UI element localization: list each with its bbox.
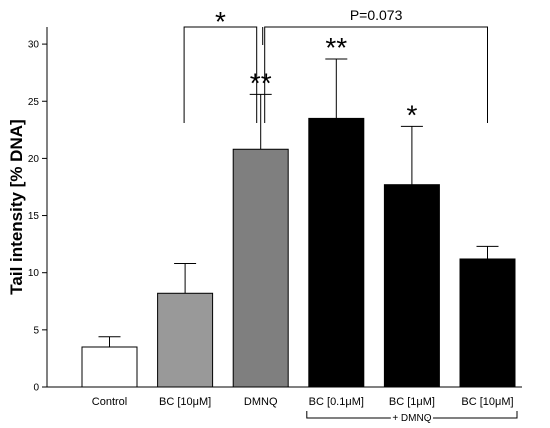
category-label: BC [1μM] (389, 396, 435, 408)
category-label: BC [0.1μM] (309, 396, 364, 408)
bars (81, 117, 516, 388)
bar (157, 292, 214, 388)
category-label: BC [10μM] (159, 396, 211, 408)
bar (459, 258, 516, 388)
y-tick-label: 20 (28, 154, 40, 165)
bar (232, 148, 289, 388)
significance-label: ** (325, 32, 347, 63)
y-tick-label: 10 (28, 268, 40, 279)
category-labels: Control BC [10μM] DMNQ BC [0.1μM] BC [1μM] BC… (92, 396, 514, 408)
comparison-label: P=0.073 (350, 7, 403, 23)
comparison-label: * (215, 6, 226, 37)
y-tick-label: 25 (28, 97, 40, 108)
y-tick-label: 30 (28, 40, 40, 51)
bar (308, 117, 365, 388)
y-axis-title: Tail intensity [% DNA] (7, 119, 26, 294)
comparison-bracket (264, 26, 488, 123)
category-label: DMNQ (244, 396, 278, 408)
significance-label: ** (250, 67, 272, 98)
bar (81, 346, 138, 388)
group-label: + DMNQ (392, 413, 431, 424)
comparison-brackets: * P=0.073 (183, 6, 488, 123)
error-bars (98, 58, 499, 347)
category-label: Control (92, 396, 127, 408)
category-label: BC [10μM] (461, 396, 513, 408)
significance-label: * (406, 99, 417, 130)
significance-annotations: ***** (250, 32, 418, 130)
y-tick-label: 15 (28, 211, 40, 222)
y-ticks: 0 5 10 15 20 25 30 (28, 40, 47, 394)
y-tick-label: 0 (33, 383, 39, 394)
comparison-bracket (183, 26, 258, 123)
y-tick-label: 5 (33, 325, 39, 336)
bar (383, 184, 440, 388)
group-bracket-line (306, 411, 518, 419)
dmnq-group-bracket: + DMNQ (306, 411, 518, 426)
